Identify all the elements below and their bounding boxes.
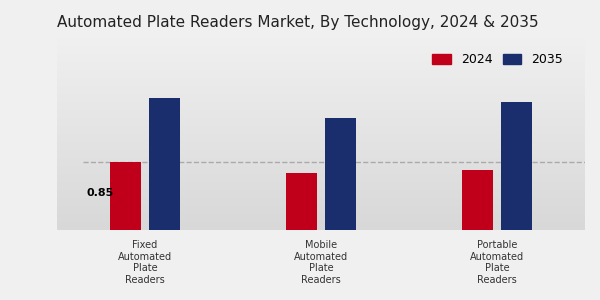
Bar <box>149 98 180 230</box>
Legend: 2024, 2035: 2024, 2035 <box>427 48 568 71</box>
Bar <box>286 173 317 230</box>
Bar <box>462 169 493 230</box>
Bar <box>500 102 532 230</box>
Text: 0.85: 0.85 <box>87 188 114 198</box>
Text: Automated Plate Readers Market, By Technology, 2024 & 2035: Automated Plate Readers Market, By Techn… <box>57 15 539 30</box>
Bar <box>325 118 356 230</box>
Bar <box>110 162 142 230</box>
